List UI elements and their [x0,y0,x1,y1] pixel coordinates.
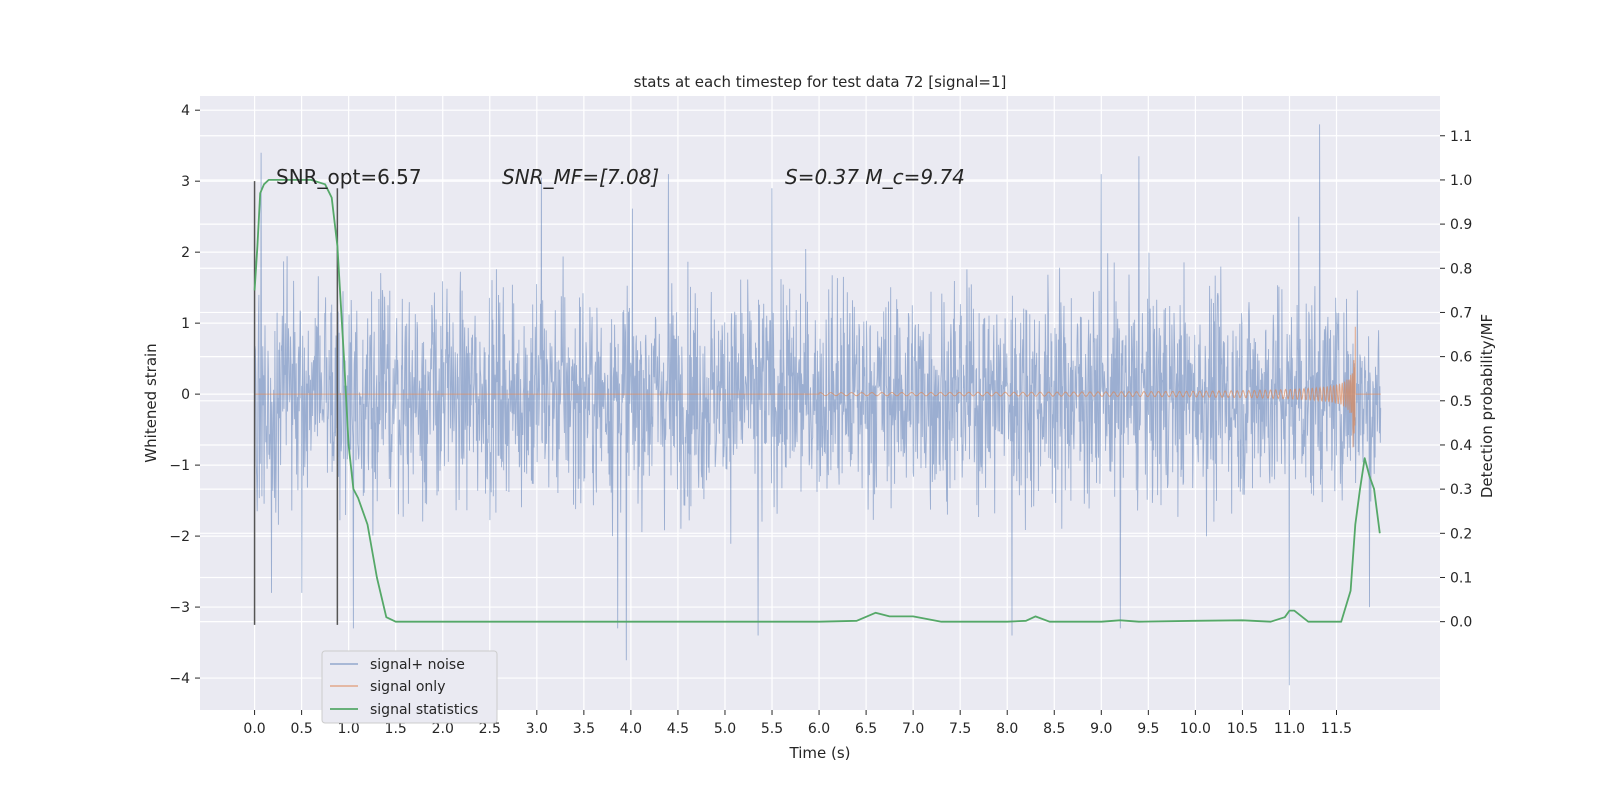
x-tick-label: 0.0 [243,721,265,737]
y-right-tick-label: 0.0 [1450,615,1472,631]
y-right-tick-label: 0.6 [1450,350,1472,366]
y-tick-label: −4 [169,671,190,687]
x-tick-label: 5.0 [714,721,736,737]
x-tick-label: 7.0 [902,721,924,737]
annotations: SNR_opt=6.57 SNR_MF=[7.08] S=0.37 M_c=9.… [276,165,965,189]
y-right-tick-label: 0.1 [1450,570,1472,586]
legend-label-noise: signal+ noise [370,657,465,673]
y-tick-label: 1 [181,316,190,332]
legend: signal+ noise signal only signal statist… [321,650,498,724]
signal-only-series [254,326,1381,448]
signal-only-line [254,326,1381,448]
x-tick-label: 8.5 [1043,721,1065,737]
y-axis-ticks: 4 3 2 1 0 −1 −2 −3 −4 [169,103,200,687]
x-tick-label: 2.5 [479,721,501,737]
x-tick-label: 6.5 [855,721,877,737]
signal-statistics-line [253,179,1381,623]
signal-statistics-series [253,179,1381,623]
x-tick-label: 8.0 [996,721,1018,737]
x-axis-ticks: 0.0 0.5 1.0 1.5 2.0 2.5 3.0 3.5 4.0 4.5 5.0 5.5 6.0 6… [243,710,1352,737]
vertical-markers [253,181,339,625]
signal-noise-line [254,124,1382,686]
x-axis-label: Time (s) [789,744,851,762]
x-tick-label: 10.0 [1180,721,1211,737]
x-tick-label: 9.0 [1090,721,1112,737]
y-tick-label: 4 [181,103,190,119]
y-tick-label: −3 [169,600,190,616]
y-tick-label: −2 [169,529,190,545]
x-tick-label: 7.5 [949,721,971,737]
y-right-tick-label: 0.9 [1450,217,1472,233]
y-right-tick-label: 1.1 [1450,129,1472,145]
y-right-tick-label: 0.8 [1450,261,1472,277]
y-right-tick-label: 0.3 [1450,482,1472,498]
x-tick-label: 4.5 [667,721,689,737]
x-tick-label: 0.5 [290,721,312,737]
x-tick-label: 5.5 [761,721,783,737]
y-right-tick-label: 0.2 [1450,526,1472,542]
y-axis-right-label: Detection probability/MF [1478,314,1496,498]
y-tick-label: 3 [181,174,190,190]
y-tick-label: −1 [169,458,190,474]
y-right-tick-label: 0.5 [1450,394,1472,410]
y-right-tick-label: 0.7 [1450,305,1472,321]
x-tick-label: 6.0 [808,721,830,737]
legend-box [321,650,498,724]
x-tick-label: 1.0 [338,721,360,737]
signal-noise-series [254,124,1382,686]
annotation-snr-mf: SNR_MF=[7.08] [502,165,659,189]
x-tick-label: 11.0 [1274,721,1305,737]
x-tick-label: 9.5 [1137,721,1159,737]
y-right-tick-label: 0.4 [1450,438,1472,454]
y-axis-right-ticks: 1.1 1.0 0.9 0.8 0.7 0.6 0.5 0.4 0.3 0.2 0.1 0.0 [1440,129,1472,631]
legend-label-stats: signal statistics [370,702,478,718]
y-axis-label: Whitened strain [142,343,160,462]
annotation-snr-opt: SNR_opt=6.57 [276,165,422,189]
y-tick-label: 2 [181,245,190,261]
x-tick-label: 11.5 [1321,721,1352,737]
x-tick-label: 1.5 [385,721,407,737]
y-right-tick-label: 1.0 [1450,173,1472,189]
x-tick-label: 3.5 [573,721,595,737]
chart-title: stats at each timestep for test data 72 … [634,73,1007,91]
x-tick-label: 10.5 [1227,721,1258,737]
x-tick-label: 4.0 [620,721,642,737]
legend-label-signal: signal only [370,679,445,695]
annotation-s-mc: S=0.37 M_c=9.74 [785,165,965,189]
y-tick-label: 0 [181,387,190,403]
x-tick-label: 3.0 [526,721,548,737]
x-tick-label: 2.0 [432,721,454,737]
